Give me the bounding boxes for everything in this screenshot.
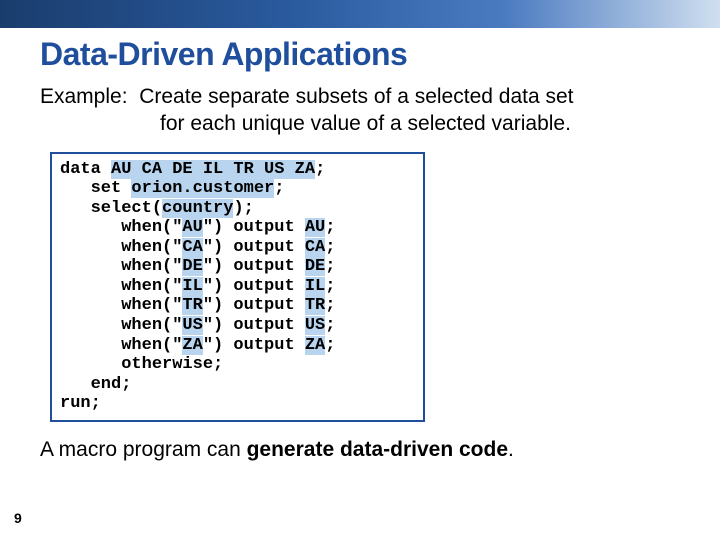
footer-post: . <box>508 438 514 461</box>
example-description: Example: Create separate subsets of a se… <box>40 83 680 138</box>
footer-bold: generate data-driven code <box>247 438 508 461</box>
slide-content: Data-Driven Applications Example: Create… <box>0 28 720 462</box>
example-line2: for each unique value of a selected vari… <box>40 110 680 137</box>
header-gradient-bar <box>0 0 720 28</box>
example-line1: Create separate subsets of a selected da… <box>139 85 573 108</box>
footer-pre: A macro program can <box>40 438 247 461</box>
page-number: 9 <box>14 510 22 526</box>
example-label: Example: <box>40 85 128 108</box>
footer-statement: A macro program can generate data-driven… <box>40 438 680 462</box>
code-block: data AU CA DE IL TR US ZA; set orion.cus… <box>50 152 425 422</box>
page-title: Data-Driven Applications <box>40 36 680 73</box>
